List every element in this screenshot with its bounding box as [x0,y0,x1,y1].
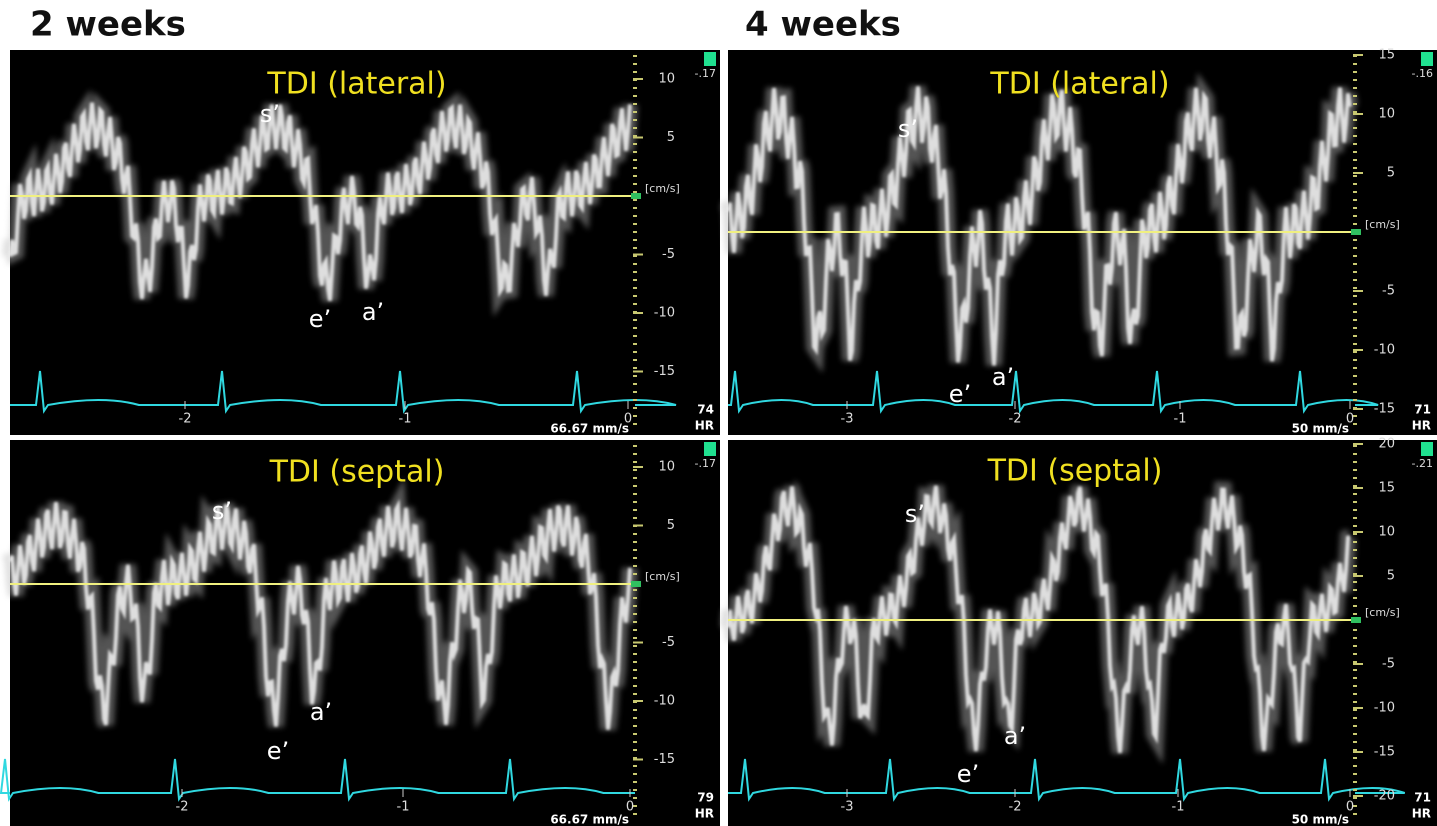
scale-tick-label: -15 [1374,402,1395,417]
panel-label: TDI (septal) [987,454,1163,489]
wave-annotation: s’ [898,115,918,143]
wave-annotation: a’ [1004,722,1026,750]
scale-corner: -.16 [1412,67,1433,80]
time-label: -1 [1172,800,1185,815]
wave-annotation: e’ [949,380,971,408]
scale-tick-label: -5 [662,635,675,650]
heart-rate: 71 [1414,403,1431,417]
wave-annotation: e’ [267,737,289,765]
scale-tick-label: -10 [654,306,675,321]
scale-tick-label: 10 [658,460,675,475]
heart-rate: 74 [697,403,714,417]
time-label: -1 [1174,412,1187,427]
scale-tick-label: -15 [654,752,675,767]
unit-label: [cm/s] [645,570,680,583]
unit-label: [cm/s] [645,182,680,195]
sweep-speed: 66.67 mm/s [550,813,629,826]
column-title: 4 weeks [745,5,901,45]
time-label: 0 [626,800,634,815]
panel-label: TDI (lateral) [989,67,1169,102]
time-label: 0 [1346,412,1354,427]
scale-tick-label: 5 [667,130,675,145]
doppler-trace [726,86,1352,366]
sweep-speed: 50 mm/s [1292,813,1349,826]
time-label: -2 [179,412,192,427]
time-label: -1 [397,800,410,815]
unit-label: [cm/s] [1365,606,1400,619]
scale-tick-label: -15 [654,364,675,379]
scale-indicator [704,442,716,456]
sweep-speed: 66.67 mm/s [550,422,629,436]
heart-rate-label: HR [1412,807,1431,821]
time-label: -2 [1009,800,1022,815]
ecg-trace [728,370,1379,414]
scale-tick-label: 10 [658,72,675,87]
scale-tick-label: 15 [1378,48,1395,63]
ecg-trace [10,370,677,414]
scale-tick-label: 10 [1378,525,1395,540]
heart-rate-label: HR [695,807,714,821]
heart-rate: 71 [1414,791,1431,805]
scale-corner: -.21 [1412,457,1433,470]
column-title: 2 weeks [30,5,186,45]
time-label: -1 [399,412,412,427]
scale-tick-label: -20 [1374,789,1395,804]
scale-tick-label: 5 [667,518,675,533]
scale-tick-label: 5 [1387,569,1395,584]
time-label: -3 [841,412,854,427]
scale-tick-label: 20 [1378,437,1395,452]
sweep-speed: 50 mm/s [1292,422,1349,436]
scale-indicator [704,52,716,66]
heart-rate-label: HR [695,419,714,433]
scale-tick-label: 10 [1378,107,1395,122]
scale-tick-label: 15 [1378,481,1395,496]
wave-annotation: a’ [992,363,1014,391]
scale-corner: -.17 [695,457,716,470]
wave-annotation: a’ [362,298,384,326]
scale-tick-label: -5 [1382,284,1395,299]
doppler-trace [726,485,1351,754]
panel-label: TDI (septal) [269,455,445,490]
panel-label: TDI (lateral) [266,67,446,102]
scale-tick-label: -5 [1382,657,1395,672]
unit-label: [cm/s] [1365,218,1400,231]
scale-tick-label: -10 [1374,343,1395,358]
scale-tick-label: -15 [1374,745,1395,760]
wave-annotation: a’ [310,698,332,726]
doppler-trace [8,498,632,730]
doppler-trace [8,102,632,302]
ecg-trace [0,758,635,802]
zero-marker [631,581,641,587]
time-label: 0 [1346,800,1354,815]
time-label: -3 [841,800,854,815]
scale-corner: -.17 [695,67,716,80]
wave-annotation: s’ [212,497,232,525]
zero-marker [1351,229,1361,235]
zero-marker [1351,617,1361,623]
scale-tick-label: -10 [654,694,675,709]
wave-annotation: e’ [957,760,979,788]
scale-tick-label: 5 [1387,166,1395,181]
scale-tick-label: -5 [662,247,675,262]
wave-annotation: e’ [309,305,331,333]
scale-indicator [1421,442,1433,456]
heart-rate: 79 [697,791,714,805]
time-label: 0 [624,412,632,427]
scale-indicator [1421,52,1433,66]
scale-tick-label: -10 [1374,701,1395,716]
zero-marker [631,193,641,199]
wave-annotation: s’ [905,500,925,528]
heart-rate-label: HR [1412,419,1431,433]
wave-annotation: s’ [260,100,280,128]
ecg-trace [728,758,1406,802]
time-label: -2 [1009,412,1022,427]
time-label: -2 [176,800,189,815]
